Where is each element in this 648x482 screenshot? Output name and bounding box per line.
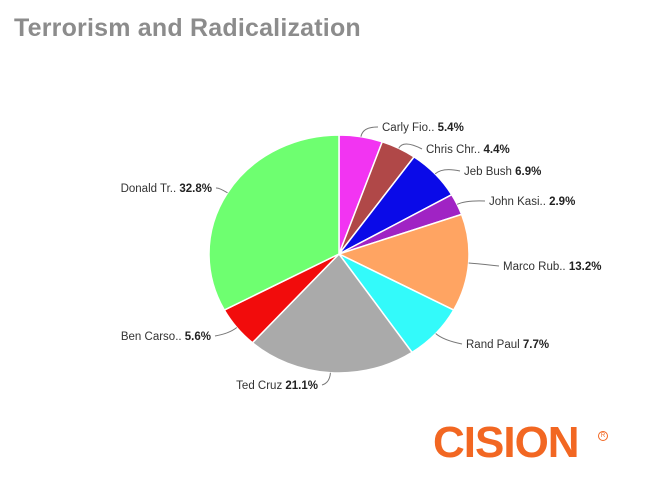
cision-logo: CISION	[433, 418, 580, 467]
trademark-icon: R	[598, 431, 608, 441]
slice-label-percent: 32.8%	[179, 183, 212, 195]
connector-line-1	[398, 143, 423, 150]
slice-label-name: Carly Fio..	[382, 122, 438, 134]
slice-label-percent: 5.6%	[185, 331, 211, 343]
slice-label-percent: 21.1%	[285, 380, 318, 392]
slice-label-8: Donald Tr.. 32.8%	[121, 183, 212, 195]
slice-label-percent: 6.9%	[515, 166, 541, 178]
slice-label-4: Marco Rub.. 13.2%	[503, 261, 601, 273]
slice-label-1: Chris Chr.. 4.4%	[426, 144, 510, 156]
connector-line-2	[434, 169, 461, 175]
slice-label-6: Ted Cruz 21.1%	[236, 380, 318, 392]
slice-label-name: Marco Rub..	[503, 261, 569, 273]
slice-label-name: Chris Chr..	[426, 144, 484, 156]
slice-label-3: John Kasi.. 2.9%	[489, 196, 575, 208]
connector-line-3	[456, 200, 486, 205]
connector-line-5	[435, 333, 463, 345]
slice-label-0: Carly Fio.. 5.4%	[382, 122, 464, 134]
slice-label-percent: 2.9%	[549, 196, 575, 208]
slice-label-percent: 5.4%	[438, 122, 464, 134]
slice-label-name: Jeb Bush	[464, 166, 515, 178]
slice-label-name: Ted Cruz	[236, 380, 285, 392]
slice-label-5: Rand Paul 7.7%	[466, 339, 549, 351]
connector-line-4	[468, 262, 500, 267]
chart-title: Terrorism and Radicalization	[14, 14, 361, 42]
slice-label-7: Ben Carso.. 5.6%	[121, 331, 211, 343]
connector-line-6	[321, 372, 331, 386]
slice-label-percent: 13.2%	[569, 261, 602, 273]
slice-label-percent: 4.4%	[484, 144, 510, 156]
slice-label-name: Ben Carso..	[121, 331, 185, 343]
slice-label-name: Donald Tr..	[121, 183, 180, 195]
slice-label-name: Rand Paul	[466, 339, 523, 351]
slice-label-name: John Kasi..	[489, 196, 549, 208]
pie-slice-6	[251, 252, 414, 374]
connector-line-8	[215, 187, 228, 194]
slice-label-percent: 7.7%	[523, 339, 549, 351]
connector-line-0	[360, 126, 379, 137]
pie-slice-8	[208, 134, 340, 311]
connector-line-7	[214, 327, 238, 337]
slice-label-2: Jeb Bush 6.9%	[464, 166, 541, 178]
